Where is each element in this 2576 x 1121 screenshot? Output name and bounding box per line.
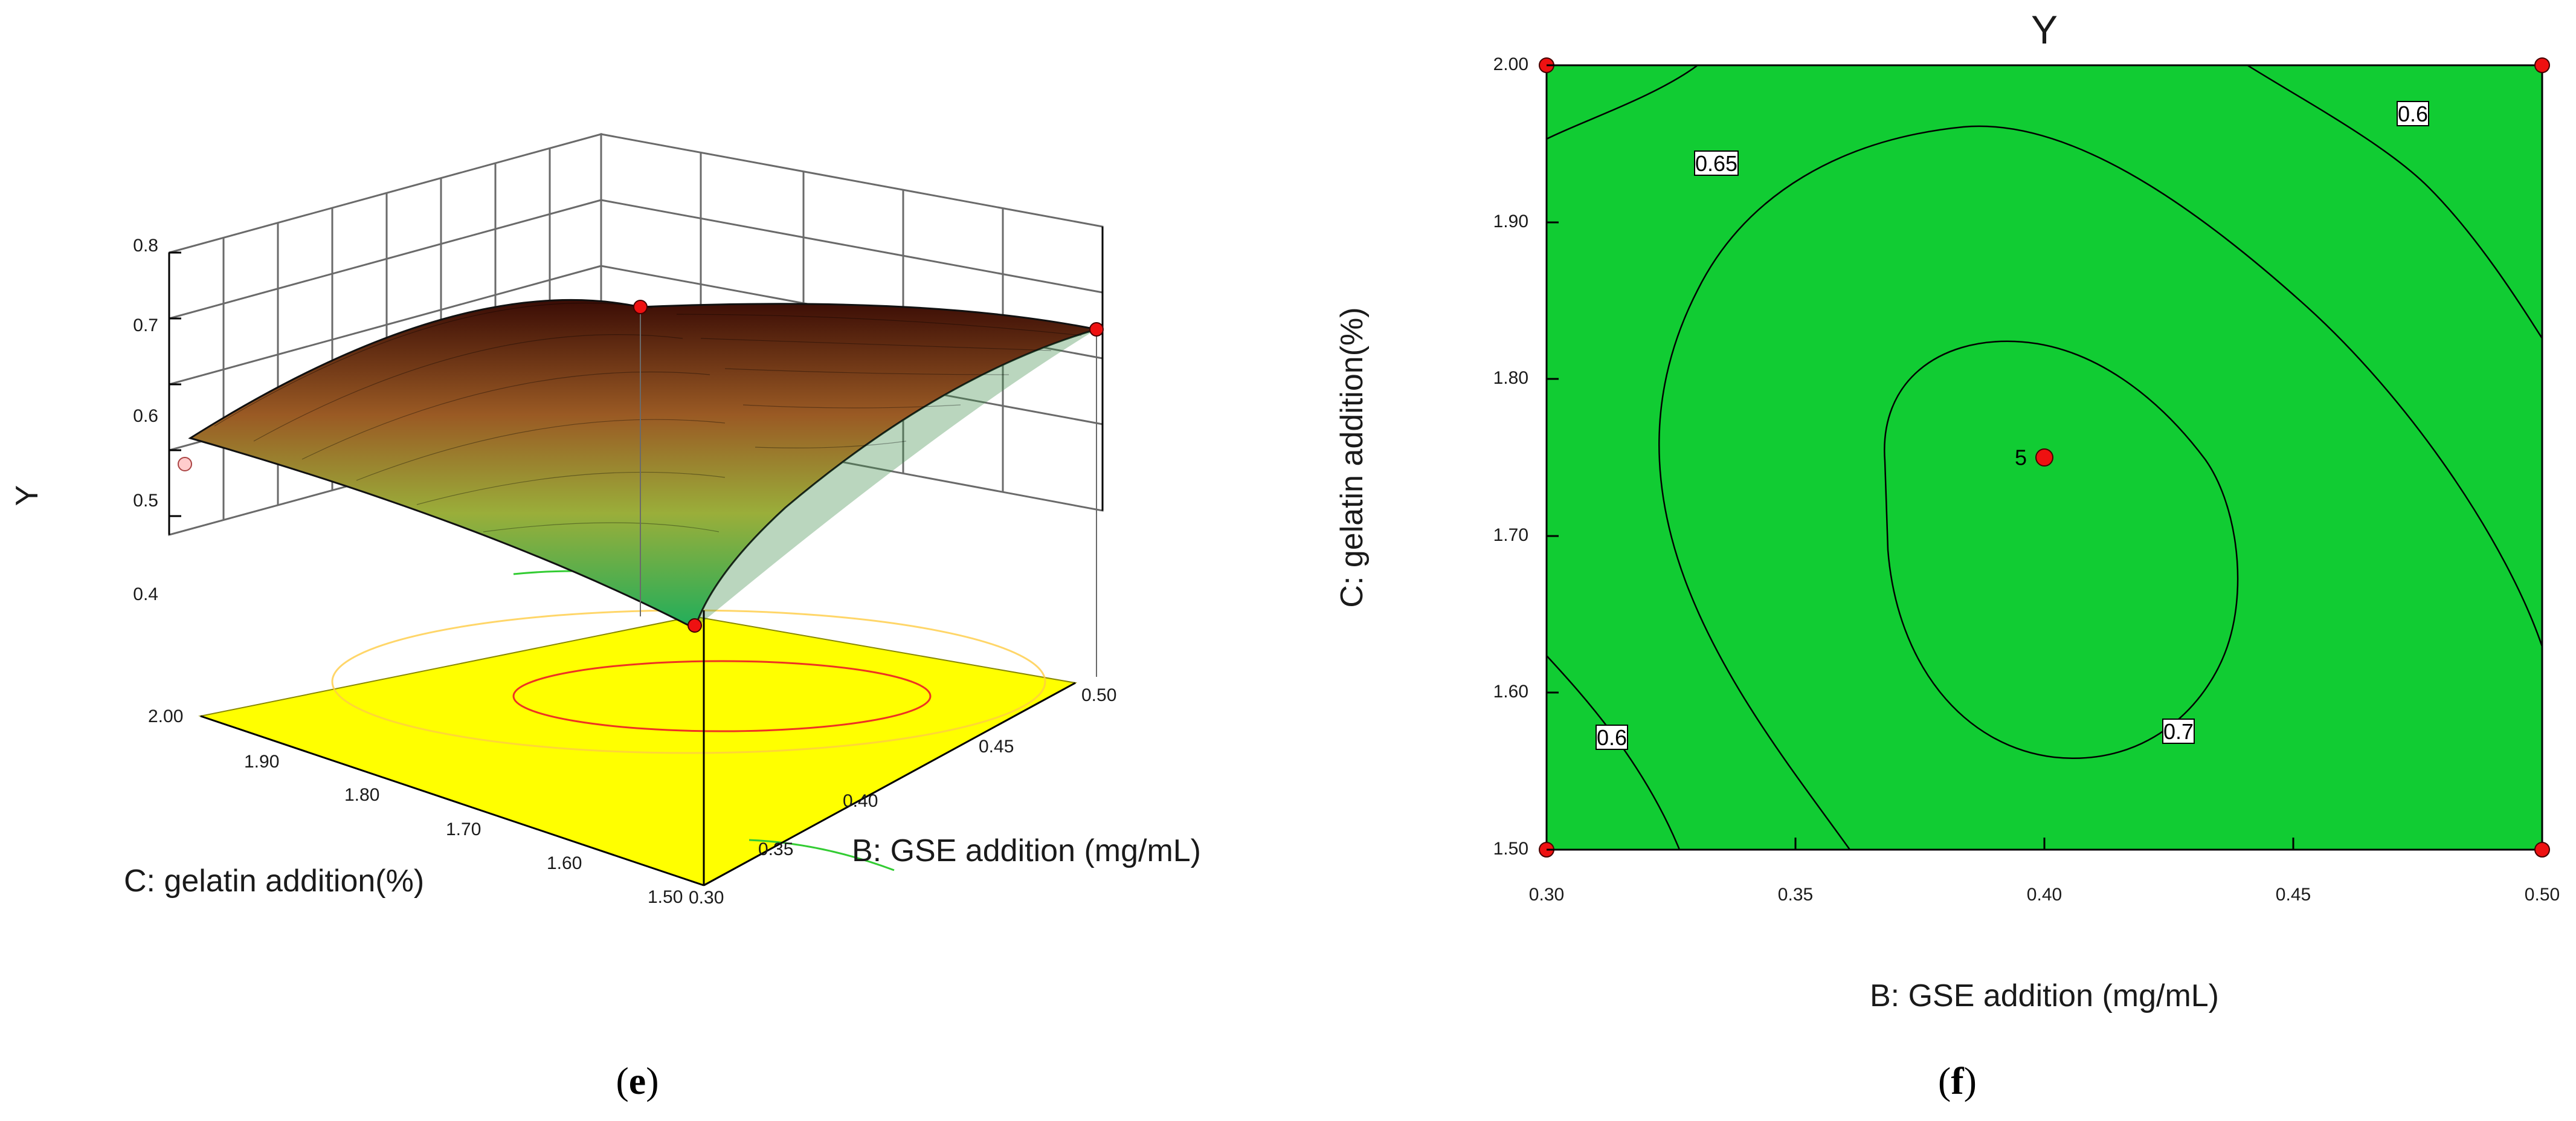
- b-tick-label: 0.50: [1081, 685, 1116, 705]
- y-tick-label: 1.80: [1493, 368, 1528, 388]
- contour-label-0-6-bottom: 0.6: [1596, 725, 1628, 750]
- x-tick-label: 0.45: [2276, 885, 2311, 905]
- y-tick-label: 1.60: [1493, 682, 1528, 702]
- panel-label-e: (e): [616, 1059, 658, 1102]
- c-tick-label: 1.70: [446, 819, 481, 839]
- center-point-label: 5: [2015, 445, 2027, 470]
- z-axis-title: Y: [10, 485, 45, 506]
- x-axis-title: B: GSE addition (mg/mL): [1870, 978, 2219, 1013]
- svg-text:0.6: 0.6: [1597, 725, 1627, 750]
- panel-f-contour-chart: Y 0.6 0.65 0.7 0.6: [1335, 7, 2560, 1102]
- svg-text:0.7: 0.7: [2163, 719, 2194, 744]
- x-axis-ticks: [1794, 838, 2294, 850]
- surface-point-3: [687, 618, 702, 633]
- y-tick-label: 1.70: [1493, 525, 1528, 545]
- contour-point-4: [2534, 842, 2550, 858]
- c-axis-title: C: gelatin addition(%): [124, 864, 424, 899]
- contour-label-0-65: 0.65: [1694, 150, 1739, 176]
- panel-e-surface-chart: 0.8 0.7 0.6 0.5 0.4 Y 2.00 1.90 1.80 1.7…: [10, 133, 1201, 1102]
- surface-point-4: [178, 457, 192, 471]
- surface-point-1: [633, 300, 648, 314]
- front-frame: [168, 227, 1104, 887]
- z-axis-ticks: [169, 251, 181, 517]
- svg-text:0.65: 0.65: [1695, 151, 1737, 176]
- b-axis-title: B: GSE addition (mg/mL): [852, 833, 1201, 868]
- x-tick-label: 0.30: [1529, 885, 1564, 905]
- z-tick-label: 0.6: [133, 406, 158, 426]
- contour-title: Y: [2031, 7, 2058, 52]
- z-tick-label: 0.7: [133, 315, 158, 335]
- contour-label-0-7: 0.7: [2162, 719, 2195, 744]
- z-tick-label: 0.5: [133, 491, 158, 511]
- c-tick-label: 1.60: [547, 853, 582, 873]
- c-tick-label: 1.90: [244, 752, 279, 772]
- b-tick-label: 0.40: [843, 791, 878, 811]
- c-tick-label: 1.80: [344, 785, 379, 805]
- y-axis-title: C: gelatin addition(%): [1335, 307, 1370, 607]
- contour-point-2: [2534, 57, 2550, 73]
- svg-text:0.6: 0.6: [2398, 102, 2428, 126]
- y-tick-label: 1.90: [1493, 212, 1528, 231]
- b-tick-label: 0.30: [689, 888, 724, 908]
- drop-lines: [640, 307, 1097, 677]
- x-tick-label: 0.50: [2525, 885, 2560, 905]
- b-tick-label: 0.45: [979, 737, 1014, 757]
- y-axis-ticks: [1547, 64, 1559, 851]
- b-tick-label: 0.35: [758, 839, 793, 859]
- response-surface: [188, 299, 1097, 630]
- z-tick-label: 0.8: [133, 236, 158, 256]
- y-tick-label: 2.00: [1493, 54, 1528, 74]
- x-tick-label: 0.35: [1778, 885, 1813, 905]
- contour-label-0-6-top: 0.6: [2397, 101, 2429, 126]
- c-tick-label: 1.50: [648, 887, 683, 907]
- z-tick-label: 0.4: [133, 584, 158, 604]
- center-point: [2035, 448, 2053, 467]
- surface-point-2: [1089, 322, 1104, 337]
- y-tick-label: 1.50: [1493, 839, 1528, 859]
- c-tick-label: 2.00: [148, 706, 183, 726]
- x-tick-label: 0.40: [2027, 885, 2062, 905]
- panel-label-f: (f): [1938, 1059, 1977, 1102]
